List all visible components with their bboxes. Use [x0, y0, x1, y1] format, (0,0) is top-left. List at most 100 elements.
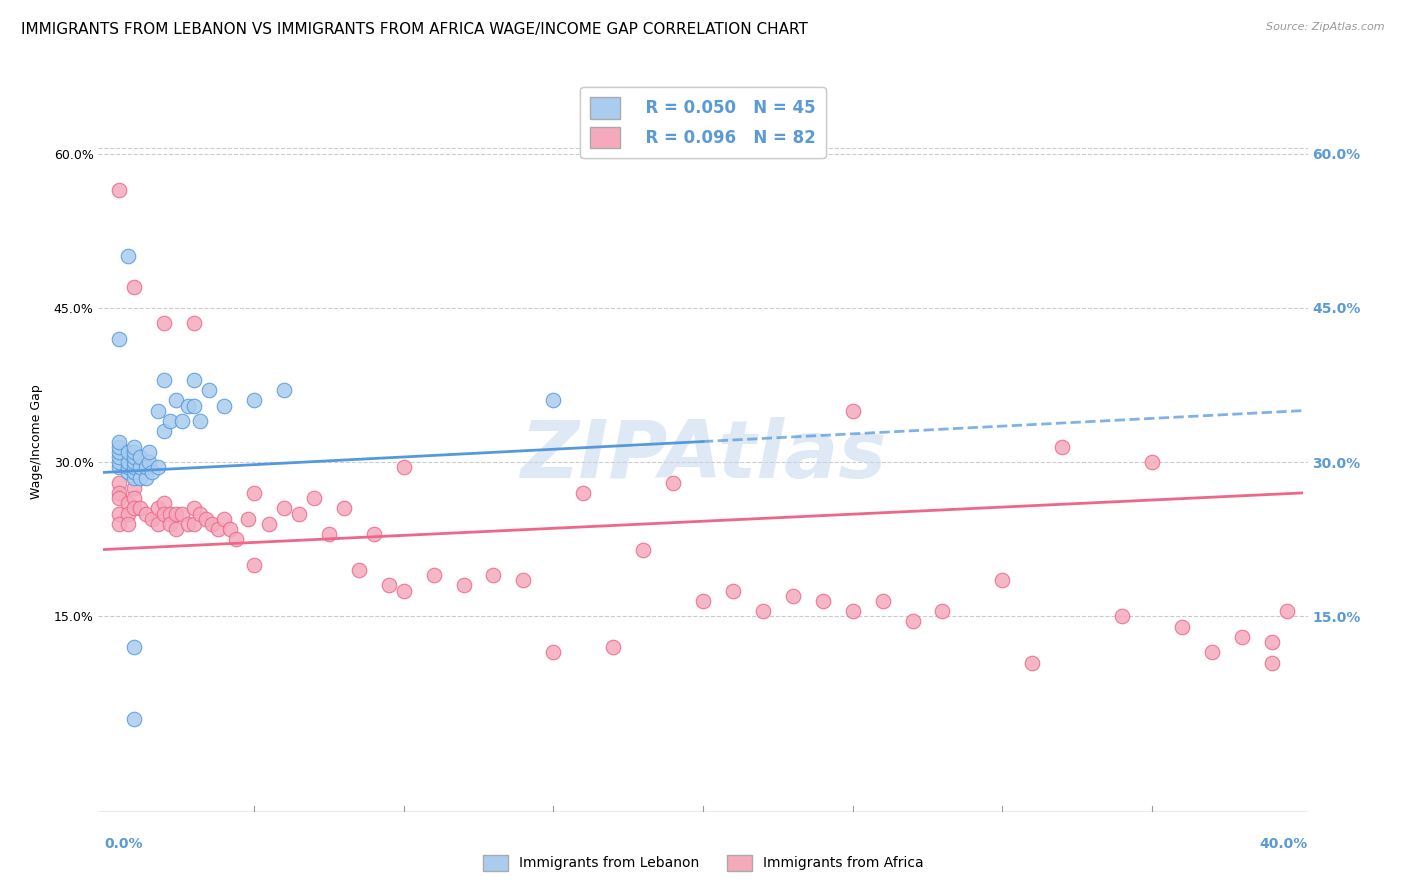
Legend: Immigrants from Lebanon, Immigrants from Africa: Immigrants from Lebanon, Immigrants from…	[477, 849, 929, 876]
Point	[453, 578, 475, 592]
Point	[124, 712, 146, 726]
Point	[117, 507, 139, 521]
Point	[901, 615, 924, 629]
Point	[512, 574, 534, 588]
Point	[108, 440, 131, 454]
Point	[138, 455, 160, 469]
Point	[172, 414, 194, 428]
Point	[692, 136, 714, 151]
Point	[124, 470, 146, 484]
Point	[631, 542, 654, 557]
Point	[991, 574, 1014, 588]
Text: ZIPAtlas: ZIPAtlas	[520, 417, 886, 495]
Point	[153, 316, 176, 330]
Point	[108, 445, 131, 459]
Point	[273, 501, 295, 516]
Point	[148, 460, 170, 475]
Point	[195, 511, 218, 525]
Point	[117, 455, 139, 469]
Point	[129, 460, 152, 475]
Point	[318, 527, 340, 541]
Point	[721, 583, 744, 598]
Point	[1230, 630, 1253, 644]
Point	[135, 470, 157, 484]
Point	[153, 507, 176, 521]
Point	[1140, 455, 1163, 469]
Point	[124, 455, 146, 469]
Point	[159, 507, 181, 521]
Point	[165, 393, 187, 408]
Point	[183, 501, 205, 516]
Point	[108, 455, 131, 469]
Point	[117, 445, 139, 459]
Point	[288, 507, 311, 521]
Point	[148, 501, 170, 516]
Point	[177, 516, 200, 531]
Point	[243, 393, 266, 408]
Point	[159, 414, 181, 428]
Point	[872, 594, 894, 608]
Point	[108, 460, 131, 475]
Point	[129, 450, 152, 464]
Point	[124, 440, 146, 454]
Point	[117, 250, 139, 264]
Point	[108, 450, 131, 464]
Point	[212, 511, 235, 525]
Point	[333, 501, 356, 516]
Point	[302, 491, 325, 505]
Point	[1260, 656, 1282, 670]
Point	[141, 511, 163, 525]
Point	[124, 450, 146, 464]
Point	[1050, 440, 1073, 454]
Point	[153, 373, 176, 387]
Point	[188, 414, 211, 428]
Point	[165, 522, 187, 536]
Point	[135, 507, 157, 521]
Text: Source: ZipAtlas.com: Source: ZipAtlas.com	[1267, 22, 1385, 32]
Point	[243, 486, 266, 500]
Point	[782, 589, 804, 603]
Point	[219, 522, 242, 536]
Point	[117, 516, 139, 531]
Point	[257, 516, 280, 531]
Y-axis label: Wage/Income Gap: Wage/Income Gap	[30, 384, 42, 499]
Point	[931, 604, 953, 618]
Point	[117, 466, 139, 480]
Text: IMMIGRANTS FROM LEBANON VS IMMIGRANTS FROM AFRICA WAGE/INCOME GAP CORRELATION CH: IMMIGRANTS FROM LEBANON VS IMMIGRANTS FR…	[21, 22, 808, 37]
Point	[543, 393, 565, 408]
Point	[1201, 645, 1223, 659]
Point	[243, 558, 266, 572]
Point	[183, 373, 205, 387]
Point	[602, 640, 624, 655]
Point	[159, 516, 181, 531]
Point	[165, 507, 187, 521]
Point	[662, 475, 685, 490]
Point	[377, 578, 399, 592]
Text: 0.0%: 0.0%	[104, 838, 143, 852]
Point	[183, 399, 205, 413]
Point	[148, 516, 170, 531]
Point	[236, 511, 259, 525]
Point	[148, 403, 170, 417]
Point	[129, 470, 152, 484]
Point	[108, 332, 131, 346]
Point	[117, 496, 139, 510]
Point	[124, 460, 146, 475]
Point	[752, 604, 775, 618]
Point	[141, 466, 163, 480]
Point	[172, 507, 194, 521]
Point	[392, 460, 415, 475]
Point	[153, 496, 176, 510]
Point	[177, 399, 200, 413]
Point	[108, 491, 131, 505]
Point	[198, 383, 221, 397]
Point	[135, 460, 157, 475]
Point	[124, 481, 146, 495]
Point	[124, 640, 146, 655]
Legend:   R = 0.050   N = 45,   R = 0.096   N = 82: R = 0.050 N = 45, R = 0.096 N = 82	[581, 87, 825, 158]
Point	[108, 183, 131, 197]
Point	[108, 434, 131, 449]
Point	[692, 594, 714, 608]
Point	[124, 466, 146, 480]
Point	[392, 583, 415, 598]
